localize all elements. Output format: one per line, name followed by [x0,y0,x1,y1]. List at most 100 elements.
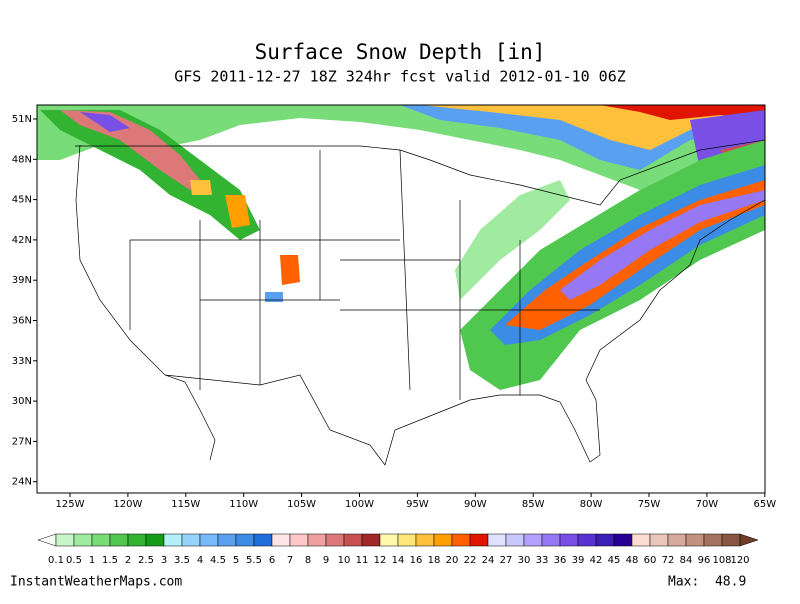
colorbar-label: 16 [410,555,423,566]
colorbar-box [379,533,399,547]
lon-label: 115W [171,499,200,510]
colorbar-label: 42 [590,555,603,566]
lon-label: 95W [406,499,429,510]
colorbar-box [307,533,327,547]
colorbar-box [451,533,471,547]
colorbar-label: 108 [712,555,731,566]
colorbar-label: 27 [500,555,513,566]
colorbar-box [667,533,687,547]
colorbar-box [289,533,309,547]
colorbar-label: 18 [428,555,441,566]
colorbar-label: 11 [356,555,369,566]
colorbar-label: 6 [269,555,275,566]
colorbar-label: 120 [730,555,749,566]
colorbar-box [199,533,219,547]
colorbar-label: 36 [554,555,567,566]
lon-label: 75W [638,499,661,510]
colorbar-label: 22 [464,555,477,566]
source-credit: InstantWeatherMaps.com [10,575,182,590]
colorbar-box [523,533,543,547]
colorbar-box [433,533,453,547]
colorbar-box [181,533,201,547]
lat-label: 36N [12,316,32,327]
colorbar-box [397,533,417,547]
colorbar-box [361,533,381,547]
colorbar-label: 3.5 [174,555,190,566]
colorbar-box [487,533,507,547]
colorbar-end [739,533,759,547]
colorbar-label: 12 [374,555,387,566]
colorbar-end [37,533,57,547]
colorbar-label: 20 [446,555,459,566]
colorbar-box [109,533,129,547]
colorbar-box [55,533,75,547]
colorbar-label: 60 [644,555,657,566]
colorbar-label: 4.5 [210,555,226,566]
colorbar-label: 84 [680,555,693,566]
colorbar-box [271,533,291,547]
colorbar-box [721,533,741,547]
colorbar-box [73,533,93,547]
colorbar-box [91,533,111,547]
colorbar-box [649,533,669,547]
colorbar-label: 39 [572,555,585,566]
colorbar-label: 7 [287,555,293,566]
colorbar-box [163,533,183,547]
colorbar-box [325,533,345,547]
colorbar-label: 72 [662,555,675,566]
colorbar-box [217,533,237,547]
colorbar-box [559,533,579,547]
colorbar-label: 10 [338,555,351,566]
lon-label: 100W [345,499,374,510]
snow-field [37,105,765,390]
colorbar-box [127,533,147,547]
colorbar-box [685,533,705,547]
colorbar-box [595,533,615,547]
colorbar-label: 9 [323,555,329,566]
boundaries [75,139,765,466]
colorbar-box [703,533,723,547]
lat-label: 42N [12,235,32,246]
colorbar-label: 96 [698,555,711,566]
colorbar-label: 2 [125,555,131,566]
colorbar-box [577,533,597,547]
colorbar-label: 24 [482,555,495,566]
title: Surface Snow Depth [in] [255,40,546,64]
colorbar-box [145,533,165,547]
colorbar-box [415,533,435,547]
colorbar-box [469,533,489,547]
subtitle: GFS 2011-12-27 18Z 324hr fcst valid 2012… [174,68,626,86]
lon-label: 85W [522,499,545,510]
colorbar-label: 2.5 [138,555,154,566]
lon-label: 70W [696,499,719,510]
lon-label: 110W [229,499,258,510]
lon-label: 105W [287,499,316,510]
colorbar-label: 3 [161,555,167,566]
colorbar-label: 1.5 [102,555,118,566]
colorbar-label: 8 [305,555,311,566]
colorbar-label: 45 [608,555,621,566]
lon-label: 80W [580,499,603,510]
max-value: Max: 48.9 [668,575,746,590]
lat-label: 30N [12,396,32,407]
colorbar-label: 0.1 [48,555,64,566]
colorbar-box [631,533,651,547]
lat-label: 51N [12,114,32,125]
map-frame [36,104,766,494]
lat-label: 24N [12,477,32,488]
lon-label: 65W [753,499,776,510]
lat-label: 39N [12,275,32,286]
colorbar-label: 48 [626,555,639,566]
colorbar-box [235,533,255,547]
colorbar-label: 5.5 [246,555,262,566]
colorbar-box [505,533,525,547]
colorbar-box [253,533,273,547]
colorbar-label: 0.5 [66,555,82,566]
colorbar-label: 33 [536,555,549,566]
colorbar-box [541,533,561,547]
lat-label: 48N [12,154,32,165]
lon-label: 90W [464,499,487,510]
colorbar-box [343,533,363,547]
colorbar-label: 30 [518,555,531,566]
